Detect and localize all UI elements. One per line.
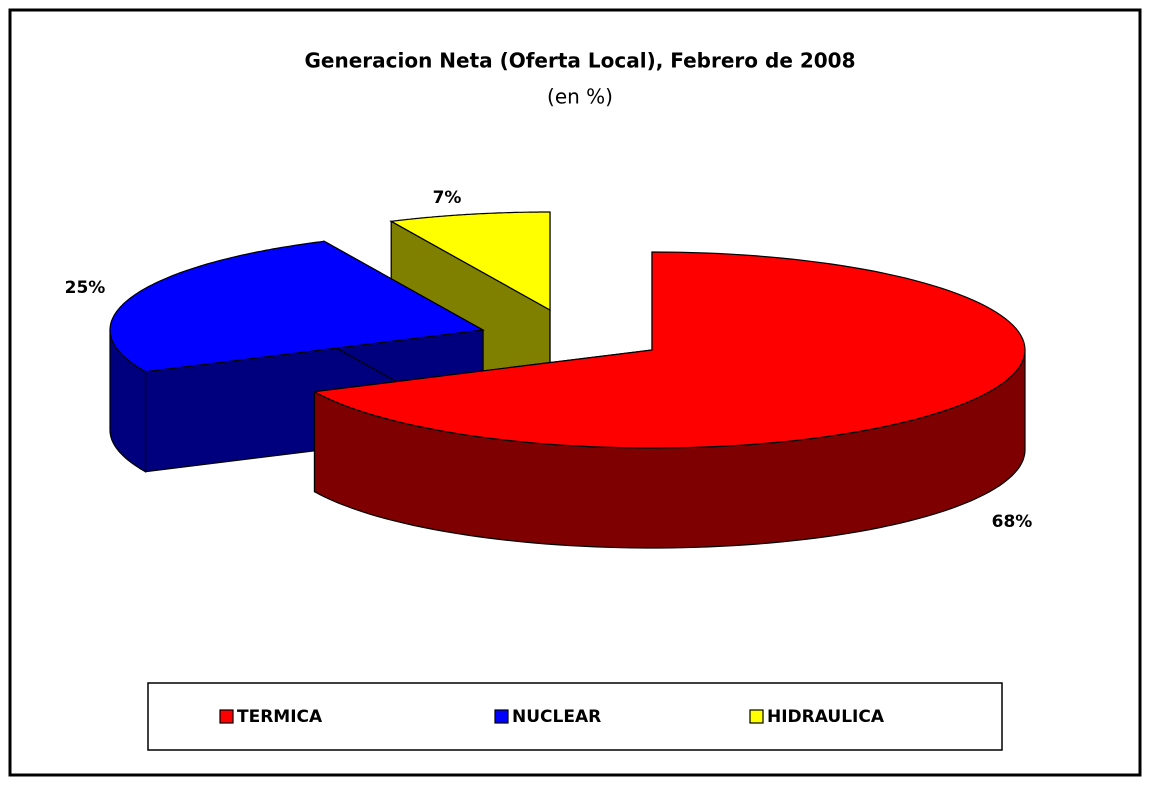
data-label: 68% — [992, 512, 1033, 532]
legend-label: HIDRAULICA — [767, 707, 885, 727]
pie: 68% 25% 7% — [65, 188, 1033, 549]
legend-box — [147, 682, 1003, 751]
data-label: 7% — [433, 188, 462, 208]
slice — [109, 240, 485, 373]
legend-label: NUCLEAR — [512, 707, 601, 727]
legend: TERMICA NUCLEAR HIDRAULICA — [219, 707, 885, 727]
legend-swatch — [219, 709, 234, 724]
slice — [312, 251, 1026, 449]
chart-title: Generacion Neta (Oferta Local), Febrero … — [304, 49, 855, 73]
legend-label: TERMICA — [237, 707, 323, 727]
legend-swatch — [749, 709, 764, 724]
legend-swatch — [494, 709, 509, 724]
chart-subtitle: (en %) — [547, 85, 613, 109]
slice — [389, 211, 551, 312]
data-label: 25% — [65, 278, 106, 298]
